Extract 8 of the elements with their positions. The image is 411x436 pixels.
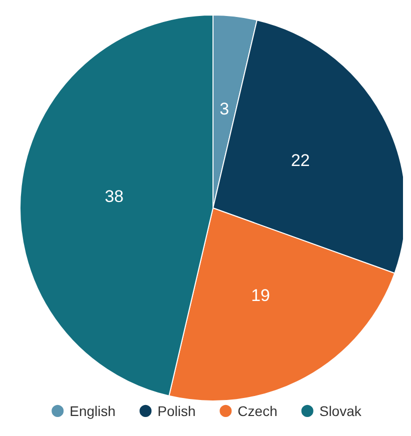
legend-label: Polish xyxy=(158,403,196,419)
legend-label: Czech xyxy=(238,403,278,419)
data-label: 22 xyxy=(290,150,310,170)
data-label: 19 xyxy=(251,286,270,305)
data-label: 38 xyxy=(104,187,124,206)
data-label: 3 xyxy=(220,100,230,119)
legend-label: Slovak xyxy=(319,403,362,419)
legend-label: English xyxy=(70,403,116,419)
